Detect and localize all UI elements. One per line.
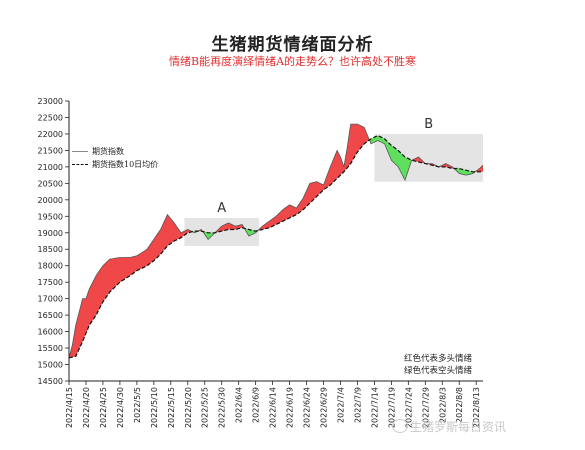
- chart-title: 生猪期货情绪面分析: [211, 35, 374, 55]
- x-tick-label: 2022/6/14: [269, 387, 278, 428]
- y-tick-label: 19500: [38, 212, 63, 221]
- y-tick-label: 22500: [38, 113, 63, 122]
- y-tick-label: 15500: [38, 344, 63, 353]
- y-tick-label: 16500: [38, 311, 63, 320]
- bull-area-10: [475, 165, 483, 172]
- x-tick-label: 2022/7/14: [370, 387, 379, 428]
- bear-area-5: [244, 228, 258, 237]
- y-tick-label: 19000: [38, 229, 63, 238]
- y-tick-label: 16000: [38, 328, 63, 337]
- legend-swatch-dashed: [72, 164, 88, 165]
- bear-area-3: [202, 231, 215, 240]
- bull-area-0: [69, 214, 193, 358]
- x-tick-label: 2022/6/4: [235, 387, 244, 423]
- x-tick-label: 2022/7/29: [421, 387, 430, 428]
- x-tick-label: 2022/4/20: [82, 387, 91, 428]
- x-tick-label: 2022/5/15: [167, 387, 176, 428]
- x-tick-label: 2022/6/24: [303, 387, 312, 428]
- y-tick-label: 18000: [38, 262, 63, 271]
- x-tick-label: 2022/7/19: [387, 387, 396, 428]
- y-tick-label: 18500: [38, 245, 63, 254]
- x-tick-label: 2022/5/30: [218, 387, 227, 428]
- wechat-icon: [392, 419, 408, 433]
- legend-item-ma: 期货指数10日均价: [72, 158, 158, 171]
- y-tick-label: 20000: [38, 196, 63, 205]
- x-tick-label: 2022/4/25: [99, 387, 108, 428]
- legend-label-ma: 期货指数10日均价: [92, 160, 159, 169]
- note-bull: 红色代表多头情绪: [404, 354, 473, 364]
- bull-area-4: [214, 222, 245, 233]
- legend-item-index: 期货指数: [72, 145, 158, 158]
- x-tick-label: 2022/5/10: [150, 387, 159, 428]
- x-tick-label: 2022/8/8: [455, 387, 464, 423]
- bull-area-8: [411, 157, 455, 169]
- y-tick-label: 17000: [38, 295, 63, 304]
- x-tick-label: 2022/6/19: [286, 387, 295, 428]
- x-tick-label: 2022/6/9: [252, 387, 261, 423]
- x-tick-label: 2022/7/4: [336, 387, 345, 423]
- x-tick-label: 2022/8/3: [438, 387, 447, 423]
- annotation-label-b: B: [424, 117, 433, 132]
- series-line-index: [68, 123, 484, 359]
- y-tick-label: 23000: [38, 97, 63, 106]
- x-tick-label: 2022/5/20: [184, 387, 193, 428]
- x-tick-label: 2022/5/25: [201, 387, 210, 428]
- y-tick-label: 14500: [38, 377, 63, 386]
- x-tick-label: 2022/4/30: [116, 387, 125, 428]
- x-tick-label: 2022/7/9: [353, 387, 362, 423]
- y-tick-label: 17500: [38, 278, 63, 287]
- x-tick-label: 2022/5/5: [133, 387, 142, 423]
- y-tick-label: 15000: [38, 361, 63, 370]
- color-note: 红色代表多头情绪 绿色代表空头情绪: [404, 353, 472, 377]
- y-tick-label: 21000: [38, 163, 63, 172]
- note-bear: 绿色代表空头情绪: [404, 366, 473, 376]
- y-tick-label: 20500: [38, 179, 63, 188]
- x-tick-label: 2022/7/24: [404, 387, 413, 428]
- bull-area-6: [257, 124, 370, 231]
- x-tick-label: 2022/6/29: [320, 387, 329, 428]
- series-line-ma: [68, 134, 483, 359]
- chart-subtitle: 情绪B能再度演绎情绪A的走势么？也许高处不胜寒: [168, 55, 417, 68]
- legend-swatch-solid: [72, 151, 88, 152]
- y-tick-label: 21500: [38, 146, 63, 155]
- legend-label-index: 期货指数: [92, 147, 124, 156]
- x-tick-label: 2022/4/15: [65, 387, 74, 428]
- x-tick-label: 2022/8/13: [472, 387, 481, 428]
- y-tick-label: 22000: [38, 130, 63, 139]
- watermark: 生猪罗斯每日资讯: [392, 418, 506, 435]
- annotation-label-a: A: [217, 201, 226, 216]
- watermark-text: 生猪罗斯每日资讯: [410, 420, 507, 434]
- chart-legend: 期货指数 期货指数10日均价: [72, 145, 158, 171]
